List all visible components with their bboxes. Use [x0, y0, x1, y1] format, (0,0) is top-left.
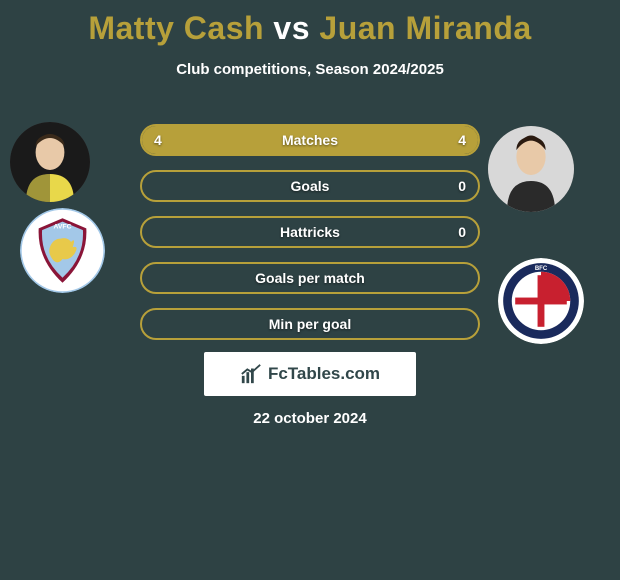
- stat-label: Hattricks: [142, 218, 478, 246]
- chart-icon: [240, 363, 262, 385]
- player1-name: Matty Cash: [88, 10, 264, 46]
- player1-avatar: [10, 122, 90, 202]
- player2-avatar: [488, 126, 574, 212]
- stat-value-right: 0: [458, 218, 466, 246]
- date-text: 22 october 2024: [0, 410, 620, 427]
- stat-value-left: 4: [154, 126, 162, 154]
- brand-text: FcTables.com: [268, 364, 380, 384]
- stat-label: Matches: [142, 126, 478, 154]
- stats-bars: Matches44Goals0Hattricks0Goals per match…: [140, 124, 480, 354]
- stat-bar: Min per goal: [140, 308, 480, 340]
- player2-club-badge: BFC: [498, 258, 584, 344]
- player2-name: Juan Miranda: [319, 10, 531, 46]
- stat-label: Goals: [142, 172, 478, 200]
- player1-club-badge: AVFC: [20, 208, 105, 293]
- comparison-title: Matty Cash vs Juan Miranda: [0, 0, 620, 47]
- subtitle: Club competitions, Season 2024/2025: [0, 61, 620, 78]
- stat-label: Min per goal: [142, 310, 478, 338]
- stat-bar: Hattricks0: [140, 216, 480, 248]
- stat-value-right: 4: [458, 126, 466, 154]
- vs-separator: vs: [273, 10, 310, 46]
- stat-label: Goals per match: [142, 264, 478, 292]
- stat-bar: Matches4 4: [140, 124, 480, 156]
- stat-bar: Goals0: [140, 170, 480, 202]
- stat-bar: Goals per match: [140, 262, 480, 294]
- svg-text:BFC: BFC: [535, 266, 548, 272]
- stat-value-right: 0: [458, 172, 466, 200]
- brand-box: FcTables.com: [204, 352, 416, 396]
- svg-text:AVFC: AVFC: [53, 223, 71, 230]
